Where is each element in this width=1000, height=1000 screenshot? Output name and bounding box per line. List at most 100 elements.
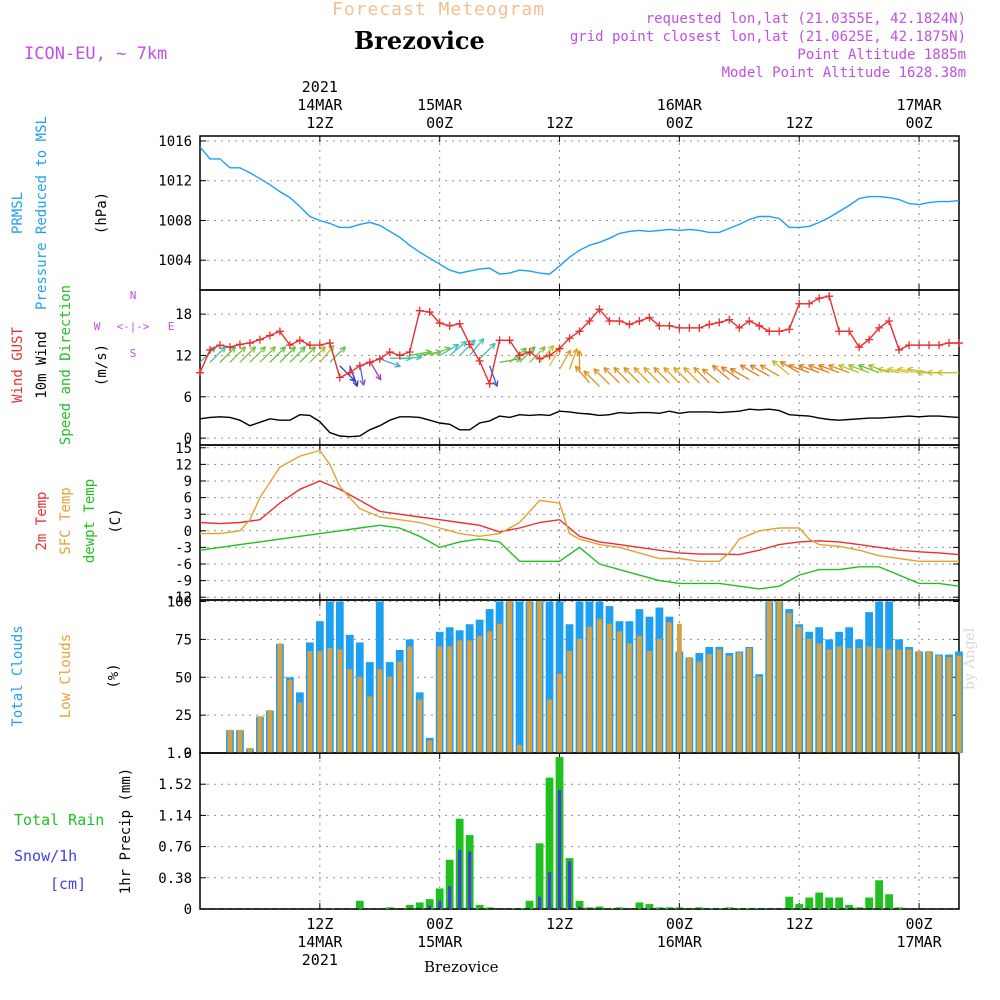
gust-marker [955, 339, 963, 348]
time-label-top: 2021 [302, 78, 338, 96]
snow-bar [577, 906, 582, 909]
wind-arrow-head [452, 343, 460, 350]
wind-arrow-shaft [329, 346, 346, 363]
wind-arrow [259, 346, 277, 363]
low-cloud-bar [477, 635, 483, 754]
gust-marker [735, 323, 744, 332]
wind-arrow-head [683, 366, 690, 374]
gust-marker [465, 340, 474, 349]
y-tick-label: 6 [184, 491, 192, 507]
wind-arrow [489, 365, 499, 387]
gust-marker [355, 361, 364, 370]
time-label-top: 15MAR [417, 96, 463, 114]
wind-arrow-head [319, 346, 327, 353]
wind-arrow-head [759, 364, 767, 371]
wind-arrow-head [857, 363, 865, 370]
wind-arrow-head [818, 363, 825, 370]
panel-frame [199, 444, 960, 601]
wind-arrow-head [867, 363, 875, 370]
wind-arrow-shaft [643, 366, 660, 384]
wind-arrow-shaft [749, 364, 770, 377]
precip-axis-label: 1hr Precip (mm) [118, 768, 134, 894]
low-cloud-bar [676, 623, 682, 754]
wind-arrow [936, 369, 959, 376]
wind-arrow-shaft [759, 364, 780, 377]
y-tick-label: 1.14 [158, 808, 192, 824]
low-cloud-bar [237, 729, 243, 754]
wind-arrow [771, 359, 790, 376]
wind-arrow-head [837, 363, 845, 370]
low-cloud-bar [587, 626, 592, 754]
wind-arrow-shaft [479, 342, 496, 360]
low-cloud-bar [267, 710, 273, 754]
gust-marker [595, 305, 604, 314]
panel-label: (m/s) [94, 344, 110, 386]
footer-location: Brezovice [424, 958, 499, 976]
y-tick-label: 9 [184, 474, 192, 490]
wind-arrow-shaft [663, 366, 680, 384]
wind-arrow-shaft [838, 364, 860, 374]
rain-bar [855, 907, 864, 909]
gust-marker [535, 354, 544, 363]
wind-arrow-shaft [683, 366, 700, 384]
y-tick-label: 12 [175, 348, 192, 364]
rain-bar [885, 894, 893, 909]
low-cloud-bar [926, 651, 932, 754]
gust-marker [935, 341, 944, 350]
panel-label: (hPa) [94, 192, 110, 234]
wind-arrow-shaft [469, 338, 485, 356]
y-tick-label: 75 [175, 632, 192, 648]
wind-arrow-shaft [574, 365, 590, 384]
wind-arrow [439, 343, 460, 357]
gust-marker [525, 348, 534, 356]
panel-label: 10m Wind [34, 331, 50, 398]
gust-marker [605, 317, 614, 325]
wind-arrow-shaft [299, 346, 316, 363]
wind-arrow [479, 342, 496, 360]
gust-marker [655, 321, 664, 330]
rain-bar [355, 900, 364, 909]
rain-bar [735, 908, 744, 909]
low-cloud-bar [447, 646, 453, 754]
low-cloud-bar [417, 699, 423, 754]
wind-arrow-shaft [828, 364, 850, 374]
y-tick-label: 18 [175, 307, 192, 323]
precip-legend-rain: Total Rain [14, 811, 104, 829]
gust-marker [635, 317, 644, 325]
wind-arrow-head [798, 363, 805, 370]
gust-marker [835, 327, 844, 336]
wind-arrow [897, 366, 920, 374]
temp-2m-line [199, 480, 960, 556]
wind-arrow-head [771, 359, 779, 367]
compass-w: W [94, 320, 101, 333]
wind-arrow-head [613, 366, 620, 374]
wind-arrow-shaft [229, 346, 246, 363]
low-cloud-bar [806, 638, 812, 754]
wind-arrow [798, 363, 820, 374]
y-tick-label: 0.38 [158, 871, 192, 887]
low-cloud-bar [876, 647, 882, 754]
rain-bar [795, 904, 804, 909]
wind-arrow-shaft [409, 350, 432, 357]
rain-bar [725, 907, 734, 909]
low-cloud-bar [227, 729, 233, 754]
precip-legend-unit: [cm] [50, 875, 86, 893]
gust-marker [795, 299, 804, 308]
wind-arrow-shaft [877, 368, 900, 374]
wind-arrow [720, 366, 740, 381]
low-cloud-bar [537, 601, 543, 754]
wind-arrow [808, 363, 830, 374]
gust-marker [885, 317, 894, 325]
wind-arrow-shaft [858, 364, 880, 374]
panel-label: 2m Temp [34, 491, 50, 550]
time-label-top: 12Z [306, 114, 333, 132]
panel-frame [199, 135, 960, 291]
wind-arrow-shaft [259, 346, 276, 363]
gust-marker [805, 299, 814, 308]
panel-label: Total Clouds [10, 625, 26, 726]
wind-arrow-shaft [673, 366, 690, 384]
wind-arrow-shaft [239, 346, 256, 363]
gust-marker [645, 313, 654, 322]
low-cloud-bar [547, 699, 552, 754]
